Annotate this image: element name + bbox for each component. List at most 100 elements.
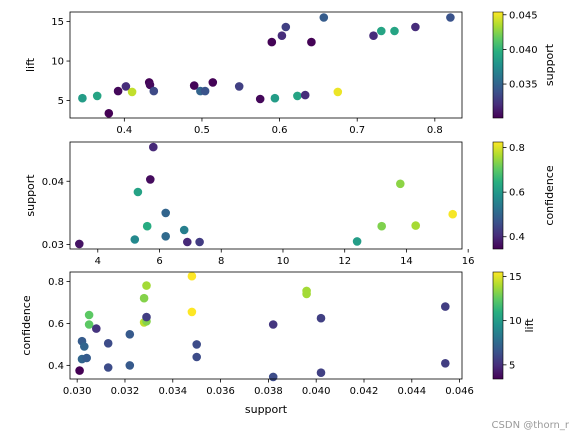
colorbar: 0.4 0.6 0.8 confidence — [492, 141, 556, 250]
data-point — [300, 90, 310, 100]
x-tick-label: 0.030 — [63, 386, 92, 397]
data-point — [82, 353, 91, 363]
y-axis-label: confidence — [20, 295, 33, 355]
data-point — [267, 37, 277, 47]
data-point — [149, 142, 158, 152]
data-point — [307, 37, 316, 47]
data-point — [113, 86, 123, 96]
data-point — [302, 286, 311, 296]
data-point — [84, 310, 94, 320]
data-point — [200, 86, 210, 96]
data-point — [125, 361, 135, 370]
data-point — [104, 109, 114, 118]
data-point — [270, 93, 280, 103]
y-tick-label: 0.8 — [48, 277, 64, 288]
colorbar-label: support — [543, 43, 556, 86]
data-point — [92, 324, 101, 333]
colorbar-tick-label: 0.035 — [509, 80, 538, 91]
data-point — [195, 237, 204, 247]
x-tick-label: 0.042 — [350, 386, 379, 397]
colorbar-label: lift — [523, 318, 536, 333]
data-point — [377, 26, 386, 36]
x-axis-label: support — [245, 403, 288, 416]
y-tick-label: 0.6 — [48, 319, 64, 330]
colorbar-label: confidence — [543, 165, 556, 225]
x-tick-label: 0.034 — [158, 386, 187, 397]
axes-frame — [69, 271, 463, 380]
data-point — [146, 175, 155, 184]
y-axis-label: lift — [24, 57, 37, 72]
data-point — [161, 208, 170, 218]
colorbar-gradient — [492, 11, 504, 119]
data-point — [142, 221, 152, 231]
x-tick-label: 0.5 — [194, 125, 210, 136]
y-axis-label: support — [24, 174, 37, 217]
data-point — [441, 359, 450, 368]
data-point — [121, 82, 131, 91]
data-point — [75, 366, 84, 375]
data-point — [187, 271, 197, 281]
x-tick-label: 0.044 — [397, 386, 426, 397]
data-point — [133, 187, 143, 197]
x-tick-label: 0.040 — [302, 386, 331, 397]
data-point — [411, 22, 420, 32]
data-point — [125, 330, 135, 339]
data-point — [161, 232, 170, 241]
panels: 0.4 0.5 0.6 0.7 0.851015lift0.0350.0400.045s… — [20, 10, 556, 416]
x-tick-label: 0.6 — [272, 125, 288, 136]
colorbar-tick-label: 0.4 — [509, 232, 525, 243]
scatter-panel-1: 0.4 0.5 0.6 0.7 0.8 5 10 15 lift 0.035 0.040 0.045 s… — [24, 10, 556, 136]
data-point — [80, 342, 89, 351]
colorbar-tick-label: 0.8 — [509, 143, 525, 154]
data-point — [319, 13, 329, 22]
colorbar: 5 10 15 lift — [492, 271, 536, 380]
data-point — [390, 26, 399, 36]
y-tick-label: 10 — [51, 57, 64, 68]
data-point — [92, 91, 102, 101]
data-point — [84, 320, 94, 329]
colorbar-gradient — [492, 141, 504, 250]
x-tick-label: 8 — [218, 256, 224, 267]
data-point — [316, 313, 326, 323]
data-point — [293, 91, 302, 101]
colorbar-tick-label: 5 — [509, 360, 515, 371]
data-point — [189, 81, 199, 90]
axes-frame — [69, 11, 463, 119]
data-point — [127, 87, 137, 97]
scatter-panel-3: 0.030 0.032 0.034 0.036 0.038 0.040 0.042 0.044… — [20, 271, 536, 416]
data-point — [369, 31, 378, 40]
colorbar-tick-label: 15 — [509, 272, 522, 283]
y-tick-label: 5 — [58, 96, 64, 107]
y-tick-label: 0.04 — [42, 177, 64, 188]
data-point — [142, 312, 151, 322]
data-point — [268, 372, 278, 382]
colorbar-tick-label: 0.045 — [509, 10, 538, 21]
x-tick-label: 0.7 — [349, 125, 365, 136]
data-point — [145, 80, 155, 90]
colorbar-tick-label: 0.040 — [509, 45, 538, 56]
y-tick-label: 0.03 — [42, 240, 64, 251]
x-tick-label: 12 — [338, 256, 351, 267]
data-point — [396, 179, 405, 189]
data-point — [192, 340, 201, 349]
x-tick-label: 14 — [400, 256, 413, 267]
colorbar-tick-label: 10 — [509, 316, 522, 327]
data-point — [255, 94, 265, 104]
data-point — [352, 237, 362, 246]
data-point — [333, 87, 343, 97]
x-tick-label: 4 — [95, 256, 101, 267]
watermark: CSDN @thorn_r — [491, 420, 569, 431]
data-point — [281, 22, 291, 32]
y-tick-label: 0.4 — [48, 361, 64, 372]
x-tick-label: 0.038 — [254, 386, 283, 397]
colorbar-gradient — [492, 271, 504, 380]
x-tick-label: 0.046 — [445, 386, 474, 397]
x-tick-label: 16 — [462, 256, 475, 267]
data-point — [377, 221, 387, 231]
data-point — [277, 31, 287, 40]
colorbar-tick-label: 0.6 — [509, 188, 525, 199]
data-point — [316, 368, 326, 378]
data-point — [78, 93, 87, 103]
data-point — [179, 225, 189, 235]
